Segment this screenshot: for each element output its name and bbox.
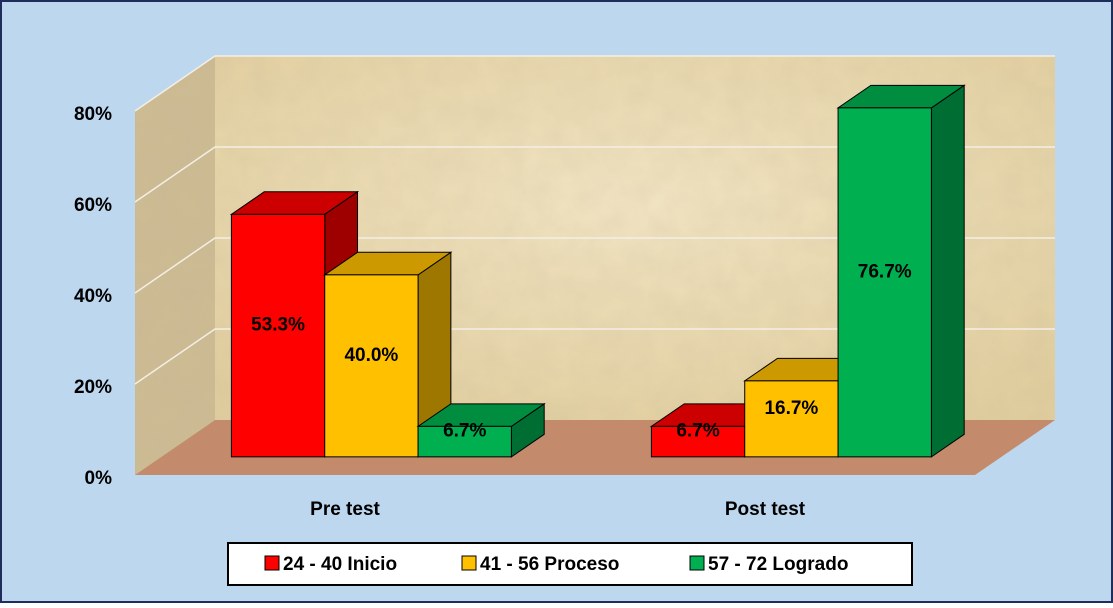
legend-box	[227, 542, 913, 586]
legend-swatch	[461, 555, 477, 571]
x-tick-label: Pre test	[310, 499, 380, 520]
bar	[417, 425, 512, 458]
grid-line	[134, 328, 1055, 385]
y-tick-label: 80%	[74, 104, 112, 125]
data-label: 76.7%	[858, 261, 912, 282]
grid-line	[134, 237, 1055, 294]
y-tick-label: 0%	[85, 468, 113, 489]
data-label: 53.3%	[251, 315, 305, 336]
bar	[324, 274, 419, 458]
bar	[837, 107, 932, 458]
bar	[744, 380, 839, 458]
y-tick-label: 20%	[74, 377, 112, 398]
data-label: 6.7%	[443, 421, 486, 442]
data-label: 16.7%	[764, 398, 818, 419]
bar	[230, 213, 326, 458]
grid-line	[134, 146, 1055, 203]
data-label: 40.0%	[344, 345, 398, 366]
y-tick-label: 40%	[74, 286, 112, 307]
legend-swatch	[264, 555, 280, 571]
bar-side	[930, 84, 965, 458]
x-tick-label: Post test	[725, 499, 806, 520]
legend-label: 41 - 56 Proceso	[480, 554, 619, 575]
grid-line	[134, 55, 1055, 112]
legend-label: 57 - 72 Logrado	[708, 554, 848, 575]
legend-swatch	[689, 555, 705, 571]
y-tick-label: 60%	[74, 195, 112, 216]
bar	[650, 425, 746, 458]
legend-label: 24 - 40 Inicio	[283, 554, 397, 575]
data-label: 6.7%	[676, 421, 719, 442]
